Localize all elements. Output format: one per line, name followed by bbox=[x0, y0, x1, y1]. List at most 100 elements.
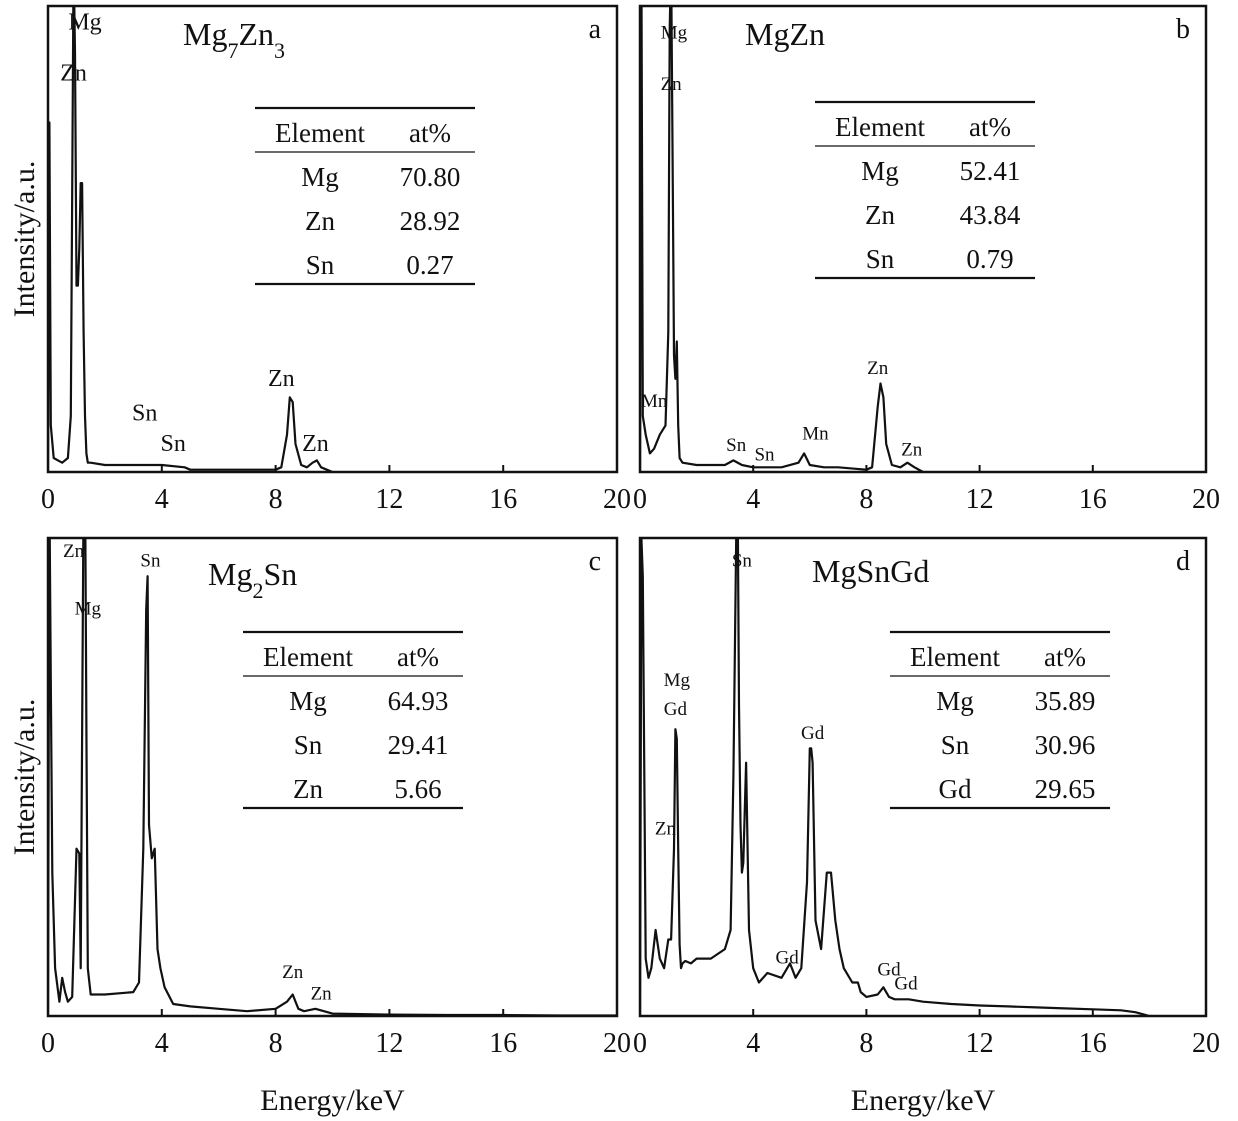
x-tick-label-a-0: 0 bbox=[41, 484, 55, 515]
panel-letter-a: a bbox=[589, 14, 602, 45]
table-cell-element-b-2: Sn bbox=[866, 244, 895, 274]
table-header-element-b: Element bbox=[835, 112, 925, 142]
peak-label-c-3: Zn bbox=[282, 962, 304, 983]
table-header-element-a: Element bbox=[275, 118, 365, 148]
x-tick-label-d-12: 12 bbox=[966, 1028, 994, 1059]
phase-label-c: Mg2Sn bbox=[208, 556, 297, 603]
phase-label-a: Mg7Zn3 bbox=[183, 16, 285, 63]
peak-label-b-6: Zn bbox=[867, 358, 889, 379]
table-cell-element-a-2: Sn bbox=[306, 250, 335, 280]
peak-label-a-2: Sn bbox=[132, 401, 157, 427]
x-tick-label-c-8: 8 bbox=[269, 1028, 283, 1059]
peak-label-b-7: Zn bbox=[901, 440, 923, 461]
x-axis-label-c: Energy/keV bbox=[260, 1084, 405, 1117]
peak-label-d-4: Gd bbox=[801, 723, 825, 744]
table-cell-element-d-2: Gd bbox=[939, 774, 972, 804]
plot-frame-c bbox=[46, 536, 619, 1018]
peak-label-b-3: Sn bbox=[726, 435, 747, 456]
x-tick-label-d-8: 8 bbox=[859, 1028, 873, 1059]
x-tick-label-a-12: 12 bbox=[375, 484, 403, 515]
table-cell-at-d-0: 35.89 bbox=[1035, 686, 1096, 716]
peak-label-d-2: Gd bbox=[664, 699, 688, 720]
peak-label-b-0: Mg bbox=[661, 23, 688, 44]
table-cell-at-a-1: 28.92 bbox=[400, 206, 461, 236]
table-header-at-a: at% bbox=[409, 118, 451, 148]
spectrum-line-b bbox=[640, 6, 924, 472]
x-tick-label-b-16: 16 bbox=[1079, 484, 1107, 515]
peak-label-d-1: Mg bbox=[664, 670, 691, 691]
spectrum-line-a bbox=[48, 6, 333, 472]
composition-table-a: Element at% Mg 70.80 Zn 28.92 Sn 0.27 bbox=[255, 106, 475, 286]
table-cell-element-a-0: Mg bbox=[301, 162, 339, 192]
peak-label-d-7: Gd bbox=[894, 974, 918, 995]
x-tick-label-a-16: 16 bbox=[489, 484, 517, 515]
table-cell-at-b-0: 52.41 bbox=[960, 156, 1021, 186]
phase-label-d: MgSnGd bbox=[812, 553, 929, 589]
peak-label-a-5: Zn bbox=[302, 431, 329, 457]
peak-label-c-4: Zn bbox=[311, 983, 333, 1004]
peak-label-a-4: Zn bbox=[268, 366, 295, 392]
peak-label-d-3: Zn bbox=[655, 818, 677, 839]
x-tick-label-b-12: 12 bbox=[966, 484, 994, 515]
x-tick-label-c-4: 4 bbox=[155, 1028, 169, 1059]
table-cell-at-a-2: 0.27 bbox=[406, 250, 453, 280]
peak-label-c-0: Zn bbox=[63, 541, 85, 562]
x-tick-label-a-20: 20 bbox=[603, 484, 631, 515]
peak-label-c-2: Sn bbox=[140, 551, 161, 572]
peak-label-a-1: Zn bbox=[60, 61, 87, 87]
table-header-element-d: Element bbox=[910, 642, 1000, 672]
peak-label-d-0: Sn bbox=[732, 551, 753, 572]
table-header-element-c: Element bbox=[263, 642, 353, 672]
table-header-at-d: at% bbox=[1044, 642, 1086, 672]
composition-table-c: Element at% Mg 64.93 Sn 29.41 Zn 5.66 bbox=[243, 630, 463, 810]
spectrum-line-c bbox=[48, 538, 617, 1016]
plot-frame-b bbox=[638, 4, 1208, 474]
table-cell-element-a-1: Zn bbox=[305, 206, 335, 236]
peak-label-a-3: Sn bbox=[161, 431, 186, 457]
composition-table-b: Element at% Mg 52.41 Zn 43.84 Sn 0.79 bbox=[815, 100, 1035, 280]
table-cell-element-d-0: Mg bbox=[936, 686, 974, 716]
table-cell-element-d-1: Sn bbox=[941, 730, 970, 760]
plot-frame-d bbox=[638, 536, 1208, 1018]
table-header-at-c: at% bbox=[397, 642, 439, 672]
table-cell-element-b-1: Zn bbox=[865, 200, 895, 230]
x-tick-label-b-8: 8 bbox=[859, 484, 873, 515]
x-axis-label-d: Energy/keV bbox=[851, 1084, 996, 1117]
x-tick-label-d-4: 4 bbox=[746, 1028, 760, 1059]
y-axis-label-c: Intensity/a.u. bbox=[8, 699, 41, 856]
table-header-at-b: at% bbox=[969, 112, 1011, 142]
peak-label-a-0: Mg bbox=[68, 9, 101, 35]
table-cell-element-b-0: Mg bbox=[861, 156, 899, 186]
x-tick-label-c-12: 12 bbox=[375, 1028, 403, 1059]
table-cell-at-b-1: 43.84 bbox=[960, 200, 1021, 230]
table-cell-at-d-1: 30.96 bbox=[1035, 730, 1096, 760]
spectrum-line-d bbox=[640, 538, 1150, 1016]
table-cell-element-c-0: Mg bbox=[289, 686, 327, 716]
x-tick-label-c-0: 0 bbox=[41, 1028, 55, 1059]
x-tick-label-a-4: 4 bbox=[155, 484, 169, 515]
table-cell-at-c-1: 29.41 bbox=[388, 730, 449, 760]
x-tick-label-b-20: 20 bbox=[1192, 484, 1220, 515]
peak-label-b-1: Zn bbox=[661, 74, 683, 95]
table-cell-at-c-2: 5.66 bbox=[394, 774, 441, 804]
table-cell-at-a-0: 70.80 bbox=[400, 162, 461, 192]
x-tick-label-c-20: 20 bbox=[603, 1028, 631, 1059]
panel-c: 0 4 8 12 16 20 c Mg2Sn Zn Mg Sn Zn Zn Intensity/a.u. E… bbox=[8, 536, 631, 1117]
plot-frame-a bbox=[46, 4, 619, 474]
panel-letter-c: c bbox=[589, 546, 601, 577]
panel-letter-d: d bbox=[1176, 546, 1190, 577]
x-tick-label-c-16: 16 bbox=[489, 1028, 517, 1059]
panel-a: 0 4 8 12 16 20aMg7Zn3MgZnSnSnZnZnIntensity/a.… bbox=[8, 4, 631, 515]
panel-letter-b: b bbox=[1176, 14, 1190, 45]
x-tick-label-b-4: 4 bbox=[746, 484, 760, 515]
table-cell-element-c-2: Zn bbox=[293, 774, 323, 804]
table-cell-at-c-0: 64.93 bbox=[388, 686, 449, 716]
x-tick-label-d-0: 0 bbox=[633, 1028, 647, 1059]
phase-label-b: MgZn bbox=[745, 16, 825, 52]
y-axis-label-a: Intensity/a.u. bbox=[8, 161, 41, 318]
peak-label-d-5: Gd bbox=[776, 947, 800, 968]
x-tick-label-a-8: 8 bbox=[269, 484, 283, 515]
